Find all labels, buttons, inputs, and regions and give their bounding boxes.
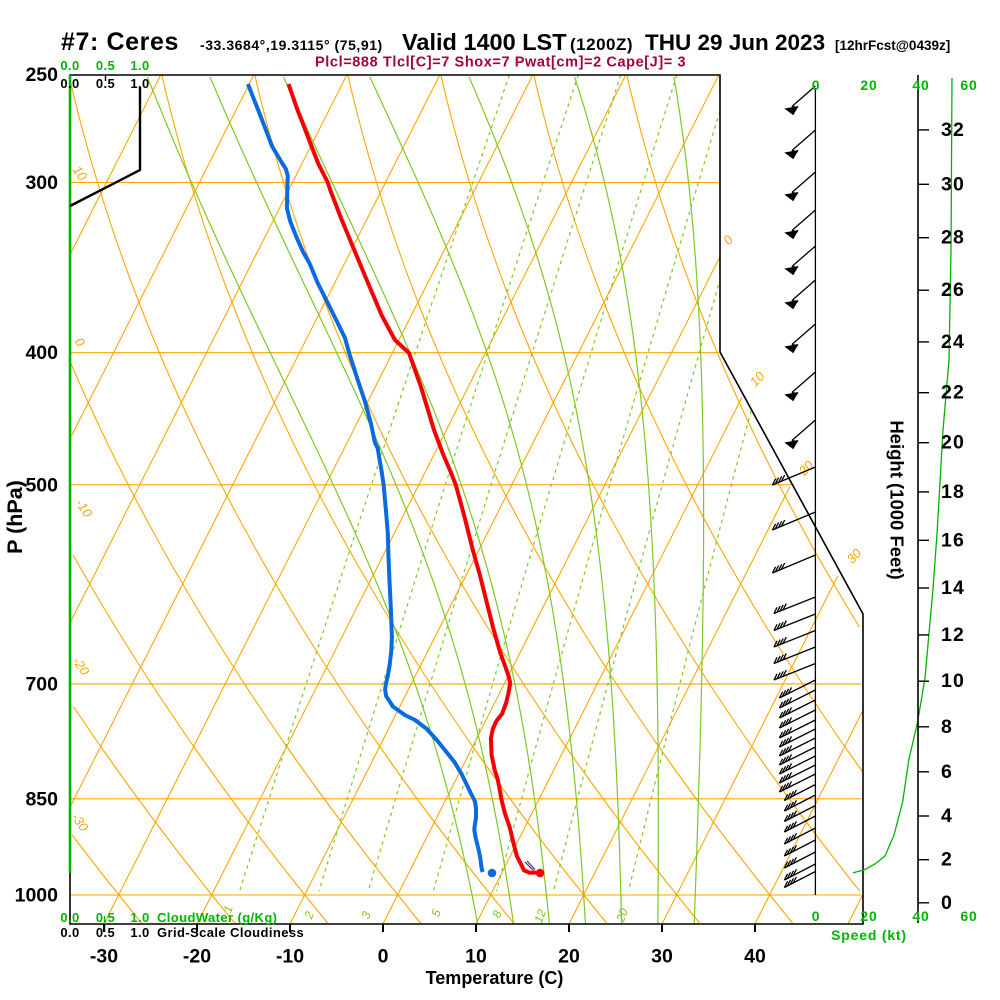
svg-text:0.5: 0.5: [96, 910, 115, 925]
svg-text:THU 29 Jun 2023: THU 29 Jun 2023: [645, 30, 825, 55]
svg-text:850: 850: [25, 788, 58, 810]
svg-text:0.0: 0.0: [60, 76, 79, 91]
svg-text:2: 2: [941, 849, 953, 871]
svg-text:1: 1: [220, 904, 235, 915]
svg-text:8: 8: [489, 908, 505, 919]
svg-text:40: 40: [912, 908, 929, 924]
svg-text:12: 12: [941, 624, 965, 646]
svg-text:30: 30: [941, 173, 965, 195]
svg-text:30: 30: [651, 946, 673, 968]
svg-text:24: 24: [941, 331, 965, 353]
svg-text:Height (1000 Feet): Height (1000 Feet): [887, 420, 908, 579]
svg-text:0: 0: [812, 908, 821, 924]
svg-text:20: 20: [860, 908, 877, 924]
svg-text:22: 22: [941, 382, 965, 404]
svg-text:20: 20: [558, 946, 580, 968]
svg-text:0.5: 0.5: [96, 76, 115, 91]
svg-text:Speed (kt): Speed (kt): [831, 927, 907, 943]
svg-text:10: 10: [465, 946, 487, 968]
svg-text:12: 12: [531, 907, 549, 925]
svg-text:20: 20: [613, 906, 631, 925]
svg-text:0: 0: [812, 77, 821, 93]
svg-text:60: 60: [960, 908, 977, 924]
svg-text:1.0: 1.0: [130, 910, 149, 925]
svg-text:300: 300: [25, 172, 58, 194]
svg-text:0.5: 0.5: [96, 58, 115, 73]
svg-text:Grid-Scale Cloudiness: Grid-Scale Cloudiness: [157, 925, 304, 940]
svg-text:0.5: 0.5: [96, 925, 115, 940]
svg-text:-10: -10: [276, 946, 304, 968]
svg-text:250: 250: [25, 64, 58, 86]
svg-text:28: 28: [941, 227, 965, 249]
svg-text:CloudWater (g/Kg): CloudWater (g/Kg): [157, 910, 277, 925]
svg-text:8: 8: [941, 716, 953, 738]
svg-text:0.0: 0.0: [60, 925, 79, 940]
svg-text:16: 16: [941, 529, 965, 551]
svg-text:500: 500: [25, 474, 58, 496]
svg-text:700: 700: [25, 673, 58, 695]
svg-text:#7: Ceres: #7: Ceres: [61, 28, 179, 56]
svg-text:0.0: 0.0: [60, 58, 79, 73]
svg-text:26: 26: [941, 279, 965, 301]
svg-text:1.0: 1.0: [130, 76, 149, 91]
svg-text:32: 32: [941, 119, 965, 141]
svg-text:1.0: 1.0: [130, 58, 149, 73]
svg-text:Plcl=888 Tlcl[C]=7 Shox=7 Pwat: Plcl=888 Tlcl[C]=7 Shox=7 Pwat[cm]=2 Cap…: [315, 55, 686, 71]
svg-text:[12hrFcst@0439z]: [12hrFcst@0439z]: [835, 38, 950, 53]
svg-text:5: 5: [428, 907, 444, 918]
svg-text:-30: -30: [90, 946, 118, 968]
svg-text:-33.3684°,19.3115° (75,91): -33.3684°,19.3115° (75,91): [200, 37, 383, 53]
svg-text:20: 20: [860, 77, 877, 93]
svg-text:400: 400: [25, 342, 58, 364]
svg-text:6: 6: [941, 761, 953, 783]
svg-text:0: 0: [378, 946, 389, 968]
svg-text:0: 0: [941, 892, 953, 914]
svg-text:0.0: 0.0: [60, 910, 79, 925]
svg-text:40: 40: [912, 77, 929, 93]
svg-text:1.0: 1.0: [130, 925, 149, 940]
svg-text:4: 4: [941, 805, 953, 827]
svg-text:Valid 1400 LST: Valid 1400 LST: [402, 29, 567, 55]
svg-text:60: 60: [960, 77, 977, 93]
svg-text:20: 20: [941, 432, 965, 454]
svg-text:1000: 1000: [15, 885, 59, 907]
svg-text:P (hPa): P (hPa): [3, 480, 27, 554]
svg-text:18: 18: [941, 481, 965, 503]
svg-text:3: 3: [358, 909, 374, 920]
svg-text:14: 14: [941, 577, 965, 599]
svg-text:40: 40: [744, 946, 766, 968]
svg-text:10: 10: [941, 670, 965, 692]
svg-text:(1200Z): (1200Z): [570, 35, 633, 54]
svg-text:-20: -20: [183, 946, 211, 968]
svg-text:Temperature (C): Temperature (C): [426, 968, 564, 988]
